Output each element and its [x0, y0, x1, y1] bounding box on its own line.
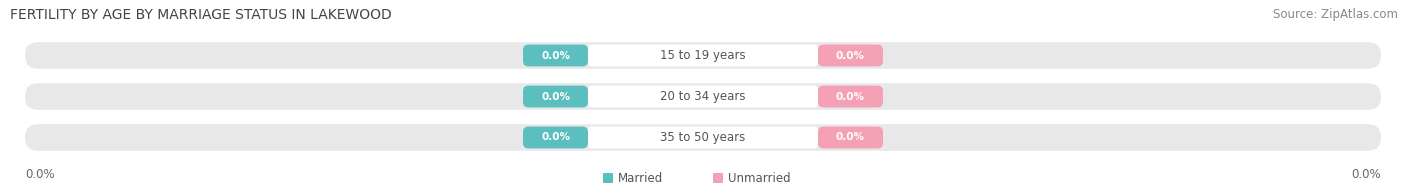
FancyBboxPatch shape: [25, 124, 1381, 151]
Text: FERTILITY BY AGE BY MARRIAGE STATUS IN LAKEWOOD: FERTILITY BY AGE BY MARRIAGE STATUS IN L…: [10, 8, 392, 22]
FancyBboxPatch shape: [818, 127, 883, 148]
FancyBboxPatch shape: [603, 173, 613, 183]
Text: 0.0%: 0.0%: [837, 51, 865, 61]
Text: 15 to 19 years: 15 to 19 years: [661, 49, 745, 62]
Text: 0.0%: 0.0%: [1351, 168, 1381, 181]
FancyBboxPatch shape: [25, 42, 1381, 69]
Text: 20 to 34 years: 20 to 34 years: [661, 90, 745, 103]
Text: 0.0%: 0.0%: [837, 92, 865, 102]
FancyBboxPatch shape: [25, 83, 1381, 110]
Text: 0.0%: 0.0%: [541, 92, 569, 102]
Text: 0.0%: 0.0%: [541, 51, 569, 61]
Text: 0.0%: 0.0%: [541, 132, 569, 142]
FancyBboxPatch shape: [818, 86, 883, 107]
Text: Married: Married: [619, 172, 664, 184]
Text: Unmarried: Unmarried: [728, 172, 790, 184]
FancyBboxPatch shape: [588, 86, 818, 107]
Text: 0.0%: 0.0%: [837, 132, 865, 142]
Text: 35 to 50 years: 35 to 50 years: [661, 131, 745, 144]
FancyBboxPatch shape: [523, 86, 588, 107]
FancyBboxPatch shape: [588, 127, 818, 148]
FancyBboxPatch shape: [523, 127, 588, 148]
Text: 0.0%: 0.0%: [25, 168, 55, 181]
FancyBboxPatch shape: [523, 44, 588, 66]
Text: Source: ZipAtlas.com: Source: ZipAtlas.com: [1272, 8, 1398, 21]
FancyBboxPatch shape: [713, 173, 723, 183]
FancyBboxPatch shape: [588, 44, 818, 66]
FancyBboxPatch shape: [818, 44, 883, 66]
